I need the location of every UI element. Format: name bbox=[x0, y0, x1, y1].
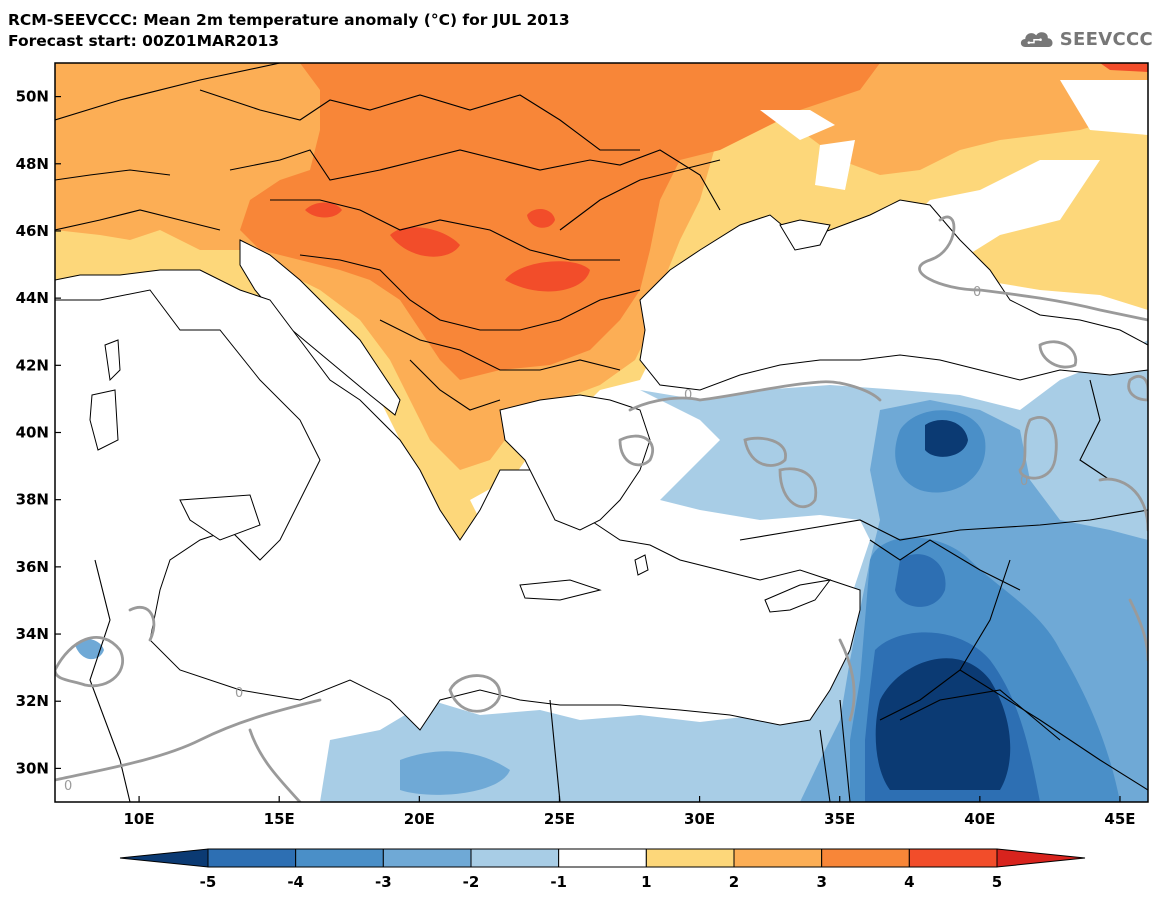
island-corsica bbox=[104, 339, 121, 382]
colorbar-label: -1 bbox=[550, 873, 567, 891]
white-hole-3 bbox=[1060, 80, 1148, 135]
lon-tick-label: 40E bbox=[964, 810, 995, 828]
colorbar-label: -4 bbox=[287, 873, 304, 891]
longitude-axis: 10E 15E 20E 25E 30E 35E 40E 45E bbox=[124, 796, 1136, 828]
lat-tick-label: 42N bbox=[16, 356, 49, 374]
map-area: 0 0 0 0 0 bbox=[55, 63, 1148, 802]
colorbar-segment bbox=[908, 848, 998, 868]
warm-field-pos4-e bbox=[1100, 63, 1148, 72]
island-rhodes bbox=[634, 554, 649, 576]
colorbar-segment bbox=[470, 848, 560, 868]
colorbar-segment bbox=[207, 848, 297, 868]
lat-tick-label: 46N bbox=[16, 222, 49, 240]
lon-tick-label: 45E bbox=[1104, 810, 1135, 828]
zero-contour-label-1: 0 bbox=[973, 285, 981, 300]
colorbar-min-extension bbox=[119, 848, 209, 868]
zero-contour-label-4: 0 bbox=[64, 779, 72, 794]
lon-tick-label: 30E bbox=[684, 810, 715, 828]
cool-field-neg5 bbox=[875, 420, 1011, 790]
warm-field-pos3 bbox=[240, 63, 880, 380]
zero-contour-label-2: 0 bbox=[1020, 474, 1028, 489]
colorbar-label: -2 bbox=[463, 873, 480, 891]
peninsula-crimea bbox=[779, 219, 831, 251]
lon-tick-label: 15E bbox=[264, 810, 295, 828]
lat-tick-label: 50N bbox=[16, 88, 49, 106]
lat-tick-label: 32N bbox=[16, 692, 49, 710]
colorbar-label: 3 bbox=[816, 873, 826, 891]
colorbar-label: 1 bbox=[641, 873, 651, 891]
cloud-icon bbox=[1020, 32, 1053, 47]
colorbar-segment bbox=[821, 848, 910, 868]
warm-field-pos4-d bbox=[527, 208, 555, 228]
colorbar-segment bbox=[295, 848, 384, 868]
warm-field-pos4-b bbox=[390, 227, 460, 257]
map-title: RCM-SEEVCCC: Mean 2m temperature anomaly… bbox=[8, 11, 570, 29]
lat-tick-label: 30N bbox=[16, 759, 49, 777]
lon-tick-label: 25E bbox=[544, 810, 575, 828]
colorbar-segment bbox=[382, 848, 472, 868]
island-cyprus bbox=[764, 579, 832, 613]
cool-field-libya bbox=[400, 751, 510, 795]
island-sardinia bbox=[89, 389, 119, 451]
colorbar-segment bbox=[645, 848, 735, 868]
logo-text: SEEVCCC bbox=[1059, 28, 1153, 50]
lon-tick-label: 20E bbox=[404, 810, 435, 828]
lon-tick-label: 10E bbox=[124, 810, 155, 828]
colorbar-label: -3 bbox=[375, 873, 392, 891]
cool-spot-tunisia bbox=[75, 638, 104, 660]
islands bbox=[89, 219, 832, 613]
colorbar-label: -5 bbox=[200, 873, 217, 891]
colorbar-label: 2 bbox=[729, 873, 739, 891]
island-sicily bbox=[179, 494, 261, 541]
white-hole-2 bbox=[815, 140, 855, 190]
seevccc-logo: SEEVCCC bbox=[1018, 22, 1153, 56]
colorbar-label: 5 bbox=[992, 873, 1002, 891]
zero-contour-label-3: 0 bbox=[235, 686, 243, 701]
mediterranean-sea bbox=[55, 269, 861, 731]
warm-field-pos4-c bbox=[505, 261, 590, 292]
lon-tick-label: 35E bbox=[824, 810, 855, 828]
lat-tick-label: 44N bbox=[16, 289, 49, 307]
island-crete bbox=[519, 579, 602, 601]
lat-tick-label: 36N bbox=[16, 558, 49, 576]
colorbar-label: 4 bbox=[904, 873, 914, 891]
colorbar: -5 -4 -3 -2 -1 1 2 3 4 5 bbox=[119, 848, 1086, 891]
colorbar-segment bbox=[558, 848, 647, 868]
white-hole-1 bbox=[760, 110, 835, 140]
aegean-sea bbox=[499, 394, 651, 531]
warm-field-pos4-a bbox=[305, 202, 342, 218]
colorbar-segment bbox=[733, 848, 823, 868]
zero-contour-label-5: 0 bbox=[684, 388, 692, 403]
country-borders bbox=[55, 63, 1148, 802]
forecast-start-label: Forecast start: 00Z01MAR2013 bbox=[8, 32, 280, 50]
lat-tick-label: 48N bbox=[16, 155, 49, 173]
zero-contour bbox=[55, 215, 1148, 802]
lat-tick-label: 34N bbox=[16, 625, 49, 643]
lat-tick-label: 38N bbox=[16, 491, 49, 509]
colorbar-max-extension bbox=[996, 848, 1086, 868]
lat-tick-label: 40N bbox=[16, 424, 49, 442]
latitude-axis: 50N 48N 46N 44N 42N 40N 38N 36N 34N 32N 30N bbox=[16, 88, 61, 777]
